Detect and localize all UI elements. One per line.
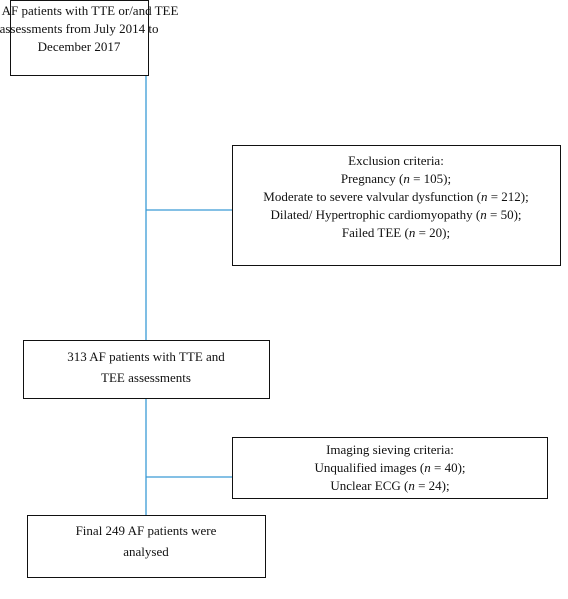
node-text: analysed	[123, 544, 169, 559]
node-text: TEE assessments	[101, 370, 191, 385]
node-text: December 2017	[38, 39, 121, 54]
node-box	[23, 340, 270, 399]
node-text: assessments from July 2014 to	[0, 21, 158, 36]
node-box	[232, 437, 548, 499]
node-text: Dilated/ Hypertrophic cardiomyopathy (n …	[270, 207, 521, 222]
node-text: Pregnancy (n = 105);	[341, 171, 451, 186]
node-text: 313 AF patients with TTE and	[67, 349, 225, 364]
node-text: 700 AF patients with TTE or/and TEE	[0, 3, 178, 18]
node-text: Final 249 AF patients were	[76, 523, 217, 538]
node-text: Moderate to severe valvular dysfunction …	[263, 189, 528, 204]
node-box	[10, 0, 149, 76]
node-box	[232, 145, 561, 266]
node-text: Failed TEE (n = 20);	[342, 225, 450, 240]
node-text: Unclear ECG (n = 24);	[330, 478, 449, 493]
node-text: Imaging sieving criteria:	[326, 442, 454, 457]
node-text: Unqualified images (n = 40);	[314, 460, 465, 475]
node-box	[27, 515, 266, 578]
node-text: Exclusion criteria:	[348, 153, 444, 168]
